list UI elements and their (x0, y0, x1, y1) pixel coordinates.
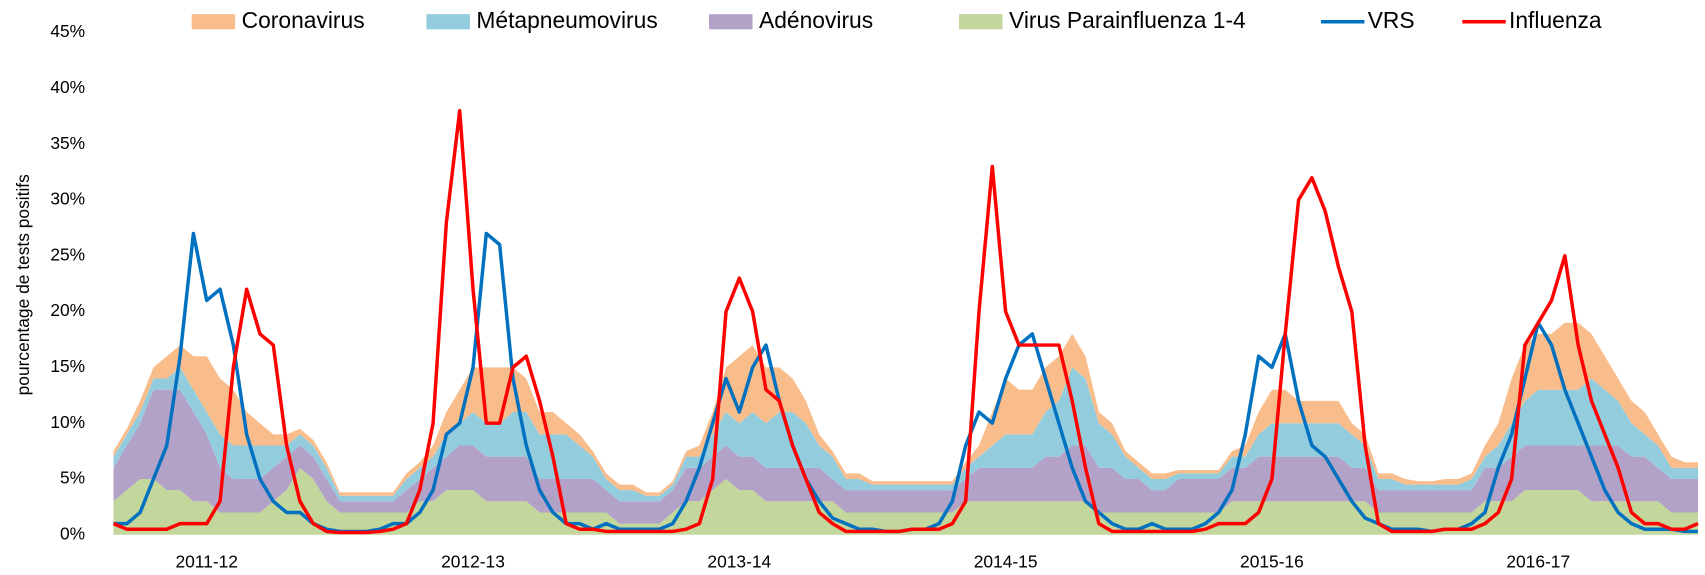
y-tick-label: 10% (50, 412, 85, 432)
legend-label: Coronavirus (242, 7, 365, 33)
line (112, 108, 1699, 535)
legend-item: Adénovirus (709, 7, 873, 33)
y-tick-label: 15% (50, 356, 85, 376)
legend-item: VRS (1320, 7, 1415, 33)
x-tick-label: 2014-15 (974, 552, 1038, 572)
legend-swatch (426, 14, 470, 30)
legend-swatch (191, 14, 236, 30)
legend-item: Virus Parainfluenza 1-4 (959, 7, 1246, 33)
y-axis-title: pourcentage de tests positifs (13, 174, 33, 395)
legend-item: Influenza (1462, 7, 1602, 33)
x-tick-label: 2012-13 (441, 552, 505, 572)
y-tick-label: 5% (60, 468, 85, 488)
x-tick-label: 2013-14 (707, 552, 771, 572)
legend-label: Influenza (1509, 7, 1602, 33)
y-tick-label: 0% (60, 523, 85, 543)
y-tick-label: 20% (50, 300, 85, 320)
x-tick-label: 2015-16 (1240, 552, 1304, 572)
y-tick-label: 40% (50, 77, 85, 97)
y-tick-label: 25% (50, 244, 85, 264)
area (113, 322, 1699, 496)
x-tick-label: 2011-12 (175, 552, 237, 572)
legend-label: Métapneumovirus (476, 7, 657, 33)
legend-label: Virus Parainfluenza 1-4 (1009, 7, 1246, 33)
y-tick-label: 45% (50, 21, 85, 41)
legend-label: Adénovirus (759, 7, 873, 33)
x-tick-label: 2016-17 (1506, 552, 1570, 572)
legend-label: VRS (1368, 7, 1415, 33)
legend-swatch (709, 14, 753, 30)
y-tick-label: 35% (50, 133, 85, 153)
y-tick-label: 30% (50, 189, 85, 209)
area (113, 467, 1699, 535)
legend-swatch (959, 14, 1003, 30)
legend-item: Métapneumovirus (426, 7, 658, 33)
area (113, 389, 1699, 524)
legend-item: Coronavirus (191, 7, 365, 33)
